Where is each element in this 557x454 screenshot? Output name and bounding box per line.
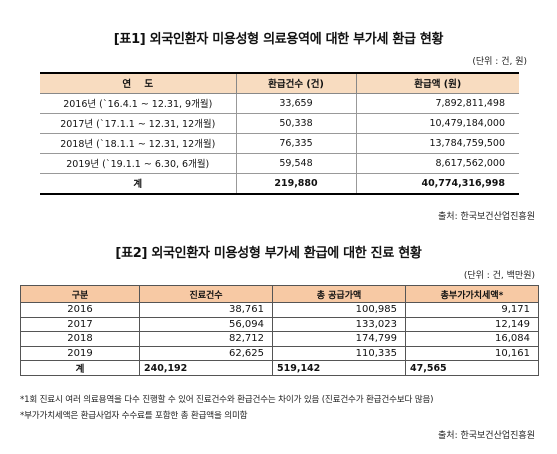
count-cell: 76,335 bbox=[235, 132, 357, 154]
total-vat: 47,565 bbox=[405, 360, 539, 376]
cases-cell: 38,761 bbox=[139, 302, 273, 318]
header-refund-count: 환급건수 (건) bbox=[235, 73, 357, 94]
table2-unit: (단위 : 건, 백만원) bbox=[463, 271, 535, 281]
table-row: 2019 62,625 110,335 10,161 bbox=[20, 345, 539, 361]
period-cell: 2016년 (`16.4.1 ~ 12.31, 9개월) bbox=[40, 92, 237, 114]
cases-cell: 82,712 bbox=[139, 331, 273, 347]
header-supply-value: 총 공급가액 bbox=[272, 285, 406, 303]
treatment-status-table: 구분 진료건수 총 공급가액 총부가가치세액* 2016 38,761 100,… bbox=[20, 285, 539, 376]
count-cell: 33,659 bbox=[235, 92, 357, 114]
amount-cell: 10,479,184,000 bbox=[355, 112, 519, 134]
amount-cell: 7,892,811,498 bbox=[355, 92, 519, 114]
header-vat: 총부가가치세액* bbox=[405, 285, 539, 303]
supply-cell: 100,985 bbox=[272, 302, 406, 318]
period-cell: 2019년 (`19.1.1 ~ 6.30, 6개월) bbox=[40, 152, 237, 174]
table-row: 2017 56,094 133,023 12,149 bbox=[20, 316, 539, 332]
table-header-row: 구분 진료건수 총 공급가액 총부가가치세액* bbox=[20, 285, 539, 303]
table2-source: 출처: 한국보건산업진흥원 bbox=[438, 431, 535, 441]
cases-cell: 56,094 bbox=[139, 316, 273, 332]
year-cell: 2019 bbox=[20, 345, 140, 361]
total-label: 계 bbox=[40, 172, 237, 195]
table-row: 2018년 (`18.1.1 ~ 12.31, 12개월) 76,335 13,… bbox=[40, 132, 519, 154]
total-row: 계 219,880 40,774,316,998 bbox=[40, 172, 519, 195]
total-supply: 519,142 bbox=[272, 360, 406, 376]
year-cell: 2018 bbox=[20, 331, 140, 347]
count-cell: 59,548 bbox=[235, 152, 357, 174]
total-amount: 40,774,316,998 bbox=[355, 172, 519, 195]
year-cell: 2017 bbox=[20, 316, 140, 332]
table-row: 2016년 (`16.4.1 ~ 12.31, 9개월) 33,659 7,89… bbox=[40, 92, 519, 114]
total-row: 계 240,192 519,142 47,565 bbox=[20, 360, 539, 376]
supply-cell: 110,335 bbox=[272, 345, 406, 361]
total-count: 219,880 bbox=[235, 172, 357, 195]
total-label: 계 bbox=[20, 360, 140, 376]
vat-cell: 12,149 bbox=[405, 316, 539, 332]
amount-cell: 8,617,562,000 bbox=[355, 152, 519, 174]
table-row: 2018 82,712 174,799 16,084 bbox=[20, 331, 539, 347]
supply-cell: 174,799 bbox=[272, 331, 406, 347]
header-cases: 진료건수 bbox=[139, 285, 273, 303]
footnote-2: *부가가치세액은 환급사업자 수수료를 포함한 총 환급액을 의미함 bbox=[20, 411, 248, 421]
header-refund-amount: 환급액 (원) bbox=[355, 73, 519, 94]
period-cell: 2018년 (`18.1.1 ~ 12.31, 12개월) bbox=[40, 132, 237, 154]
vat-cell: 10,161 bbox=[405, 345, 539, 361]
supply-cell: 133,023 bbox=[272, 316, 406, 332]
table1-title: [표1] 외국인환자 미용성형 의료용역에 대한 부가세 환급 현황 bbox=[113, 32, 444, 47]
header-category: 구분 bbox=[20, 285, 140, 303]
amount-cell: 13,784,759,500 bbox=[355, 132, 519, 154]
table-row: 2017년 (`17.1.1 ~ 12.31, 12개월) 50,338 10,… bbox=[40, 112, 519, 134]
table1-unit: (단위 : 건, 원) bbox=[472, 57, 527, 67]
table-row: 2016 38,761 100,985 9,171 bbox=[20, 302, 539, 318]
count-cell: 50,338 bbox=[235, 112, 357, 134]
table-header-row: 연 도 환급건수 (건) 환급액 (원) bbox=[40, 73, 519, 94]
table2-title: [표2] 외국인환자 미용성형 부가세 환급에 대한 진료 현황 bbox=[115, 246, 422, 261]
footnote-1: *1회 진료시 여러 의료용역을 다수 진행할 수 있어 진료건수와 환급건수는… bbox=[20, 395, 434, 405]
table-row: 2019년 (`19.1.1 ~ 6.30, 6개월) 59,548 8,617… bbox=[40, 152, 519, 174]
refund-status-table: 연 도 환급건수 (건) 환급액 (원) 2016년 (`16.4.1 ~ 12… bbox=[40, 72, 519, 195]
vat-cell: 16,084 bbox=[405, 331, 539, 347]
year-cell: 2016 bbox=[20, 302, 140, 318]
total-cases: 240,192 bbox=[139, 360, 273, 376]
vat-cell: 9,171 bbox=[405, 302, 539, 318]
period-cell: 2017년 (`17.1.1 ~ 12.31, 12개월) bbox=[40, 112, 237, 134]
cases-cell: 62,625 bbox=[139, 345, 273, 361]
header-period: 연 도 bbox=[40, 73, 237, 94]
table1-source: 출처: 한국보건산업진흥원 bbox=[438, 212, 535, 222]
